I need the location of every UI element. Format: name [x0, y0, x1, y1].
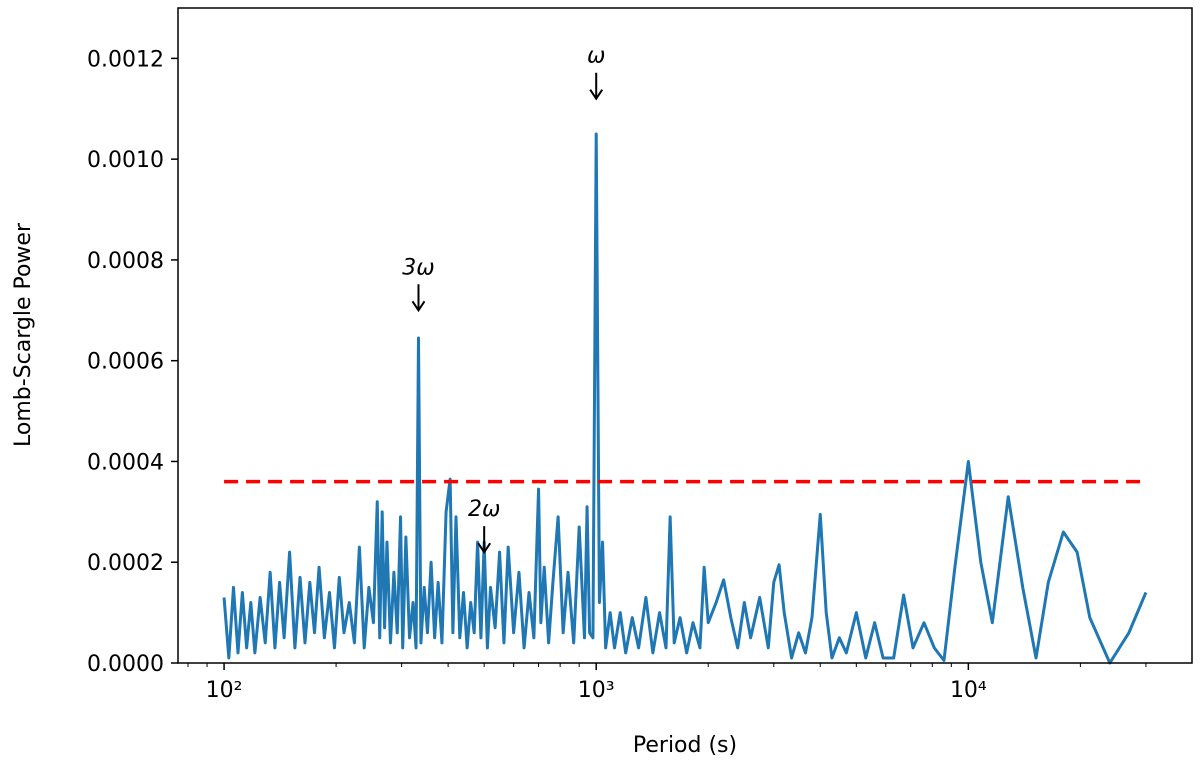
y-axis-label: Lomb-Scargle Power	[11, 222, 36, 447]
y-tick-label: 0.0010	[87, 148, 164, 173]
x-tick-label: 10⁴	[950, 678, 987, 703]
y-tick-label: 0.0012	[87, 47, 164, 72]
annotation-text: 3ω	[402, 255, 434, 280]
series-line	[222, 132, 1148, 665]
x-tick-label: 10²	[206, 678, 243, 703]
x-tick-label: 10³	[578, 678, 615, 703]
y-tick-label: 0.0006	[87, 350, 164, 375]
y-tick-label: 0.0002	[87, 551, 164, 576]
annotation-text: ω	[587, 44, 605, 69]
y-tick-label: 0.0000	[87, 652, 164, 677]
y-tick-label: 0.0004	[87, 450, 164, 475]
y-tick-label: 0.0008	[87, 249, 164, 274]
annotation-arrow	[589, 72, 604, 101]
annotation-arrow	[477, 526, 492, 554]
plot-frame	[177, 7, 1193, 664]
x-axis-label: Period (s)	[633, 733, 737, 758]
annotation-arrow	[411, 284, 426, 313]
annotation-text: 2ω	[468, 497, 500, 522]
